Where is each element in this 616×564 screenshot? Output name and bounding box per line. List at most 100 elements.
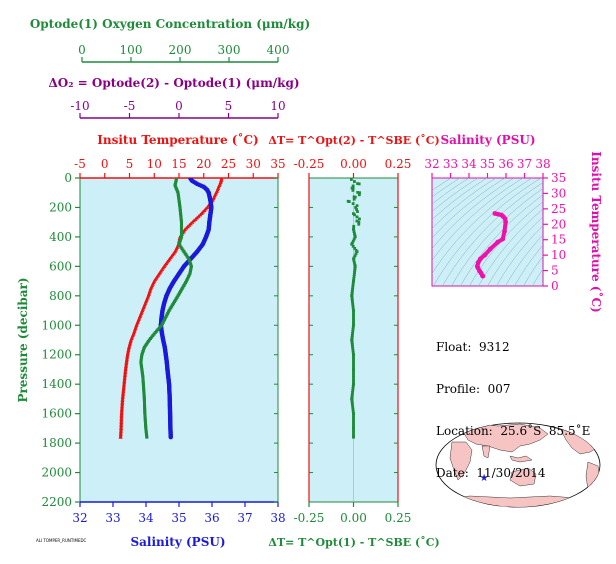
delta-t-point xyxy=(350,242,354,246)
delta-t-point xyxy=(352,363,355,367)
delta-t-point xyxy=(355,250,359,254)
delta-t-point xyxy=(351,283,355,287)
delta-t-point xyxy=(352,426,355,430)
delta-t-point xyxy=(352,319,355,323)
delta-t-point xyxy=(351,184,355,188)
delta-t-point xyxy=(353,195,357,199)
ts-point xyxy=(500,236,506,242)
ts-temperature-tick-label: 0 xyxy=(551,279,559,293)
ts-salinity-title: Salinity (PSU) xyxy=(440,133,535,147)
ts-point xyxy=(482,252,488,258)
location-map: ★ xyxy=(435,422,601,508)
pressure-tick-label: 1400 xyxy=(41,377,72,391)
delta-o2-axis-tick-label: 5 xyxy=(225,99,233,113)
ts-density-contour xyxy=(432,178,506,239)
ts-density-contour xyxy=(514,244,543,286)
delta-t-point xyxy=(354,206,358,209)
delta-t-point xyxy=(352,224,356,228)
ts-marks xyxy=(474,211,509,279)
profile-number: Profile: 007 xyxy=(436,382,511,396)
float-info: Float: 9312 Profile: 007 Location: 25.6˚… xyxy=(436,312,590,494)
temperature-axis-title: Insitu Temperature (˚C) xyxy=(97,132,258,147)
ts-temperature-tick-label: 30 xyxy=(551,186,566,200)
delta-t-point xyxy=(352,353,355,357)
delta-t-point xyxy=(352,357,355,361)
salinity-tick-label: 35 xyxy=(171,511,186,525)
ts-density-contour xyxy=(460,194,543,286)
ts-density-contour xyxy=(505,234,543,286)
temperature-tick-label: 35 xyxy=(270,157,285,171)
ts-point xyxy=(474,263,480,269)
delta-t-point xyxy=(356,182,359,185)
ts-salinity-tick-label: 38 xyxy=(535,157,550,171)
ts-density-contour xyxy=(432,178,497,229)
delta-t-point xyxy=(352,315,355,319)
pressure-tick-label: 2200 xyxy=(41,495,72,509)
delta-t-point xyxy=(351,407,355,411)
temperature-tick-label: 0 xyxy=(101,157,109,171)
ts-density-contour xyxy=(442,182,543,286)
delta-t-point xyxy=(353,269,357,272)
salinity-tick-label: 36 xyxy=(204,511,219,525)
delta-t-top-tick-label: -0.25 xyxy=(294,157,325,171)
float-location: Location: 25.6˚S 85.5˚E xyxy=(436,424,591,438)
delta-t-point xyxy=(352,433,355,436)
ts-temperature-tick-label: 20 xyxy=(551,217,566,231)
delta-t-point xyxy=(351,332,354,335)
delta-t-point xyxy=(354,252,358,256)
delta-t-point xyxy=(351,388,355,392)
delta-o2-axis-title: ΔO₂ = Optode(2) - Optode(1) (μm/kg) xyxy=(48,76,299,90)
delta-o2-axis-tick-label: 10 xyxy=(270,99,285,113)
delta-t-point xyxy=(351,346,355,350)
delta-t-point xyxy=(358,191,361,195)
delta-t-point xyxy=(353,232,356,236)
delta-t-point xyxy=(351,202,355,206)
delta-t-point xyxy=(352,361,355,365)
delta-t-bottom-tick-label: 0.25 xyxy=(385,511,412,525)
salinity-tick-label: 38 xyxy=(270,511,285,525)
delta-t-point xyxy=(352,323,355,327)
float-location-marker: ★ xyxy=(480,473,489,484)
ts-temperature-tick-label: 25 xyxy=(551,202,566,216)
ts-density-contour xyxy=(432,178,461,198)
ts-density-contour xyxy=(541,282,543,286)
delta-t-point xyxy=(355,208,358,211)
salinity-axis-title: Salinity (PSU) xyxy=(130,535,225,549)
ts-density-contour xyxy=(523,255,543,286)
ts-temperature-tick-label: 5 xyxy=(551,264,559,278)
map-land-africa xyxy=(449,441,473,481)
delta-t-point xyxy=(350,397,354,401)
delta-t-point xyxy=(351,330,355,333)
ts-density-contour xyxy=(532,268,543,286)
temperature-point xyxy=(118,435,123,439)
float-id: Float: 9312 xyxy=(436,340,510,354)
delta-t-point xyxy=(350,342,354,346)
pressure-tick-label: 2000 xyxy=(41,466,72,480)
pressure-tick-label: 1000 xyxy=(41,318,72,332)
delta-t-point xyxy=(352,370,355,373)
ts-salinity-tick-label: 36 xyxy=(498,157,513,171)
delta-o2-axis-tick-label: 0 xyxy=(175,99,183,113)
pressure-tick-label: 0 xyxy=(64,171,72,185)
pressure-tick-label: 1800 xyxy=(41,436,72,450)
ts-point xyxy=(502,228,507,234)
pressure-tick-label: 400 xyxy=(49,230,72,244)
delta-t-point xyxy=(352,321,355,325)
delta-t-top-title: ΔT= T^Opt(2) - T^SBE (˚C) xyxy=(268,134,439,147)
delta-t-point xyxy=(351,327,355,331)
ts-density-contour xyxy=(432,178,524,261)
delta-t-point xyxy=(353,261,356,265)
delta-t-point xyxy=(352,435,355,439)
ts-salinity-tick-label: 34 xyxy=(461,157,477,171)
delta-t-point xyxy=(352,311,355,315)
ts-temperature-tick-label: 10 xyxy=(551,248,566,262)
delta-t-point xyxy=(350,334,354,337)
delta-t-point xyxy=(358,217,361,221)
oxygen-axis-tick-label: 400 xyxy=(267,43,290,57)
delta-t-point xyxy=(350,298,354,302)
delta-t-point xyxy=(353,180,356,183)
pressure-tick-label: 1600 xyxy=(41,407,72,421)
delta-t-point xyxy=(352,376,355,380)
ts-salinity-tick-label: 35 xyxy=(480,157,495,171)
